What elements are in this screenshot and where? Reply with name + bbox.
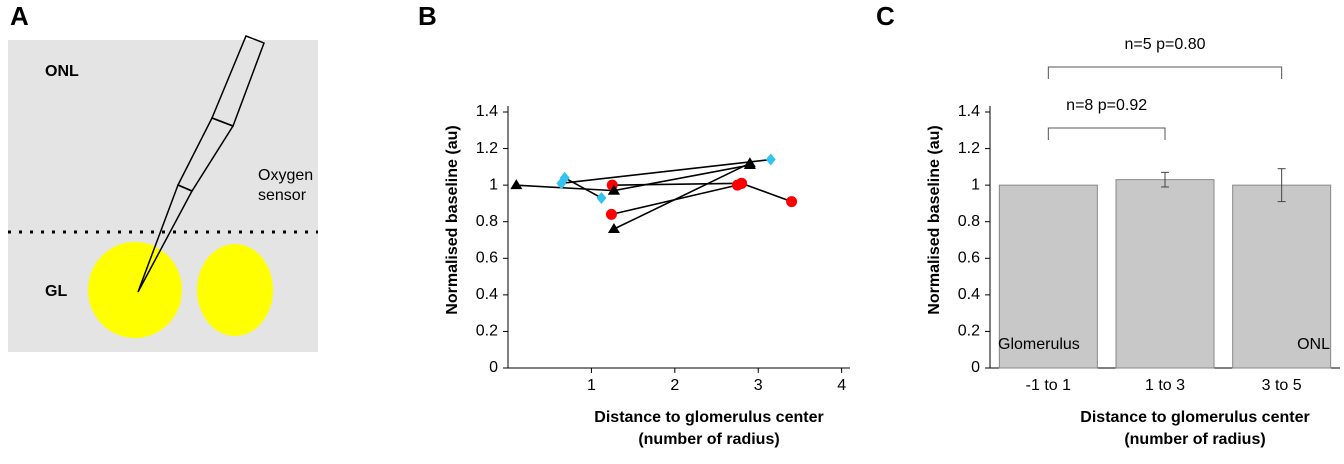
glomerulus [88, 242, 182, 338]
bar [1115, 179, 1215, 369]
y-tick-label: 0.4 [958, 286, 980, 303]
y-tick-label: 0.8 [958, 213, 980, 230]
point [786, 196, 798, 208]
x-tick-label: 3 to 5 [1262, 377, 1302, 394]
panel-label: A [10, 1, 29, 31]
annotation: ONL [1297, 336, 1330, 353]
point [596, 191, 607, 204]
x-axis-label: (number of radius) [1124, 431, 1265, 448]
sensor-label: sensor [258, 187, 307, 204]
x-axis-label: Distance to glomerulus center [1080, 409, 1309, 426]
point [510, 179, 523, 190]
y-tick-label: 0 [971, 359, 980, 376]
point [605, 208, 617, 220]
x-axis-label: (number of radius) [638, 431, 779, 448]
y-tick-label: 0.6 [958, 250, 980, 267]
x-tick-label: 1 [587, 377, 596, 394]
y-tick-label: 0.2 [476, 323, 498, 340]
annotation: n=8 p=0.92 [1066, 97, 1147, 114]
series-line [561, 158, 771, 185]
y-tick-label: 1.2 [476, 140, 498, 157]
series-line [516, 184, 614, 192]
y-tick-label: 0.6 [476, 250, 498, 267]
series-line [613, 162, 751, 230]
point [765, 153, 776, 166]
y-tick-label: 1.4 [476, 103, 498, 120]
x-tick-label: -1 to 1 [1026, 377, 1071, 394]
series-line [564, 177, 602, 199]
y-tick-label: 1 [489, 176, 498, 193]
y-tick-label: 0.8 [476, 213, 498, 230]
layer-label: ONL [45, 63, 79, 80]
layer-label: GL [45, 283, 67, 300]
x-tick-label: 2 [670, 377, 679, 394]
x-axis-label: Distance to glomerulus center [594, 409, 823, 426]
bar [1232, 184, 1332, 369]
point [607, 184, 620, 195]
series-line [612, 182, 742, 186]
y-axis-label: Normalised baseline (au) [926, 125, 943, 314]
series-line [741, 182, 792, 203]
point [736, 177, 748, 189]
y-tick-label: 0 [489, 359, 498, 376]
bracket [1047, 127, 1166, 140]
bracket [1047, 66, 1283, 79]
glomerulus [197, 244, 273, 336]
y-tick-label: 1.4 [958, 103, 980, 120]
panel-label: B [418, 1, 437, 31]
y-tick-label: 0.4 [476, 286, 498, 303]
x-tick-label: 1 to 3 [1145, 377, 1185, 394]
point [607, 223, 620, 234]
x-tick-label: 3 [754, 377, 763, 394]
x-tick-label: 4 [837, 377, 846, 394]
y-axis-label: Normalised baseline (au) [444, 125, 461, 314]
point [559, 171, 570, 184]
series-line [613, 164, 751, 192]
annotation: n=5 p=0.80 [1125, 36, 1206, 53]
annotation: Glomerulus [998, 336, 1080, 353]
bar [998, 184, 1098, 369]
panel-label: C [876, 1, 895, 31]
oxygen-sensor [137, 35, 265, 293]
sensor-label: Oxygen [258, 167, 313, 184]
y-tick-label: 0.2 [958, 323, 980, 340]
point [743, 159, 756, 170]
y-tick-label: 1 [971, 176, 980, 193]
y-tick-label: 1.2 [958, 140, 980, 157]
